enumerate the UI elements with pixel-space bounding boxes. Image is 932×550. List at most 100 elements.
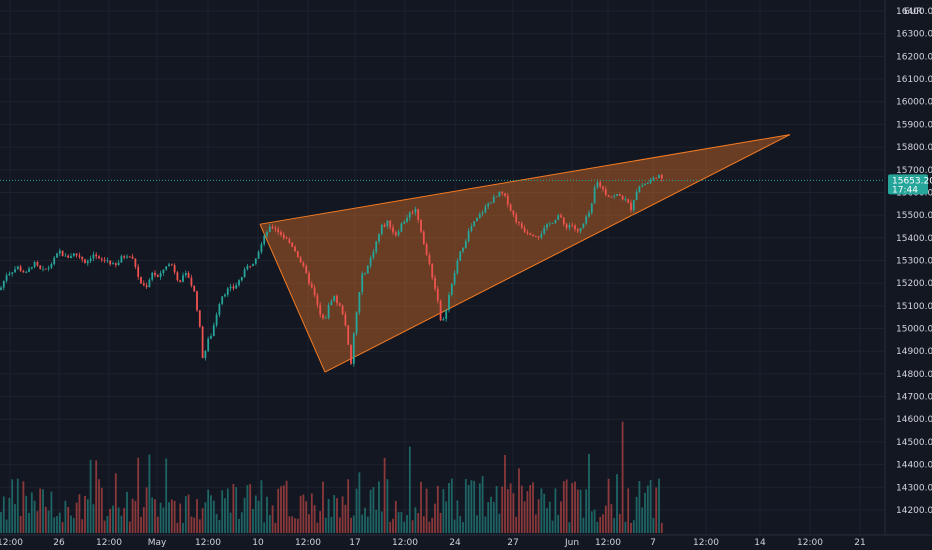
volume-bar bbox=[291, 516, 294, 533]
volume-bar bbox=[131, 498, 134, 533]
price-tick: 16100.00 bbox=[896, 75, 932, 85]
candle-down bbox=[392, 227, 394, 233]
volume-bar bbox=[263, 522, 266, 533]
price-tick: 16400.00 bbox=[896, 7, 932, 17]
candle-up bbox=[498, 191, 501, 197]
candle-up bbox=[252, 263, 254, 266]
volume-bar bbox=[534, 514, 537, 533]
volume-bar bbox=[543, 493, 546, 533]
candle-up bbox=[263, 235, 266, 245]
volume-bar bbox=[646, 485, 649, 533]
volume-bar bbox=[282, 485, 285, 533]
volume-bar bbox=[142, 507, 145, 533]
candle-up bbox=[148, 279, 151, 288]
candle-down bbox=[630, 202, 632, 211]
candle-up bbox=[408, 212, 411, 218]
candle-up bbox=[590, 203, 593, 213]
volume-bar bbox=[588, 453, 590, 533]
volume-bar bbox=[394, 501, 397, 533]
candle-up bbox=[70, 255, 72, 258]
candle-up bbox=[386, 220, 389, 227]
volume-bar bbox=[266, 496, 268, 533]
candle-up bbox=[120, 256, 123, 263]
candle-down bbox=[610, 196, 613, 198]
volume-bar bbox=[190, 516, 193, 533]
candle-up bbox=[268, 226, 271, 232]
volume-bar bbox=[218, 519, 221, 533]
candle-up bbox=[333, 295, 336, 302]
candle-up bbox=[327, 304, 330, 319]
volume-bar bbox=[476, 515, 478, 533]
volume-bar bbox=[84, 495, 86, 533]
volume-bar bbox=[638, 481, 641, 533]
volume-bar bbox=[11, 479, 14, 533]
volume-bar bbox=[260, 480, 263, 533]
candle-down bbox=[344, 314, 347, 326]
time-axis[interactable]: 12:00 26 12:00 May 12:00 10 12:00 17 12:00 24 27 Ju… bbox=[0, 534, 932, 548]
candle-down bbox=[282, 234, 285, 238]
candle-down bbox=[574, 225, 576, 230]
price-tick: 15800.00 bbox=[896, 143, 932, 153]
volume-bar bbox=[47, 510, 50, 533]
volume-bar bbox=[504, 455, 506, 533]
volume-bar bbox=[8, 497, 11, 533]
candle-down bbox=[61, 250, 64, 257]
price-axis[interactable]: 16400.00 16300.00 16200.00 16100.00 16000.00… bbox=[884, 0, 932, 535]
candle-down bbox=[439, 300, 442, 321]
candle-up bbox=[243, 269, 246, 278]
candle-up bbox=[5, 275, 8, 281]
candle-down bbox=[114, 263, 117, 266]
volume-bar bbox=[509, 483, 512, 533]
candle-up bbox=[554, 219, 557, 224]
volume-bar bbox=[649, 479, 652, 533]
candle-up bbox=[361, 273, 364, 293]
volume-bar bbox=[14, 504, 16, 533]
candle-down bbox=[411, 212, 414, 214]
candle-down bbox=[389, 220, 392, 228]
volume-bar bbox=[67, 506, 70, 533]
volume-bar bbox=[50, 491, 53, 533]
candle-down bbox=[431, 263, 434, 278]
candle-up bbox=[414, 209, 417, 213]
candle-up bbox=[397, 231, 400, 236]
candle-down bbox=[336, 295, 338, 304]
candle-down bbox=[310, 283, 313, 288]
candle-up bbox=[490, 202, 492, 204]
candle-down bbox=[103, 259, 106, 261]
time-tick: 12:00 bbox=[392, 538, 418, 548]
candle-down bbox=[145, 285, 148, 288]
volume-bar bbox=[333, 495, 336, 533]
volume-bar bbox=[285, 480, 288, 533]
candle-down bbox=[532, 234, 534, 237]
volume-bar bbox=[313, 505, 316, 533]
candle-down bbox=[201, 326, 204, 358]
candle-up bbox=[450, 283, 453, 295]
candle-down bbox=[109, 260, 112, 265]
volume-bar bbox=[450, 478, 453, 533]
candle-up bbox=[28, 268, 30, 272]
volume-bar bbox=[565, 479, 568, 533]
volume-bar bbox=[610, 504, 613, 533]
volume-bar bbox=[44, 506, 47, 533]
candle-down bbox=[618, 194, 621, 196]
volume-bar bbox=[350, 517, 352, 533]
candle-up bbox=[649, 179, 652, 183]
candle-up bbox=[462, 248, 464, 252]
candle-down bbox=[142, 283, 145, 286]
volume-bar bbox=[417, 512, 420, 533]
volume-bar bbox=[305, 501, 308, 533]
candle-up bbox=[212, 325, 215, 337]
candle-up bbox=[33, 262, 36, 268]
rising-wedge-pattern[interactable] bbox=[259, 134, 791, 373]
volume-bar bbox=[562, 481, 565, 533]
volume-bar bbox=[660, 522, 663, 533]
candle-up bbox=[238, 280, 240, 286]
volume-bar bbox=[361, 514, 364, 533]
volume-bar bbox=[652, 517, 655, 533]
candle-up bbox=[235, 285, 238, 289]
time-tick: 12:00 bbox=[0, 538, 23, 548]
candle-down bbox=[95, 254, 98, 257]
volume-bar bbox=[212, 500, 215, 533]
candle-down bbox=[428, 255, 431, 264]
